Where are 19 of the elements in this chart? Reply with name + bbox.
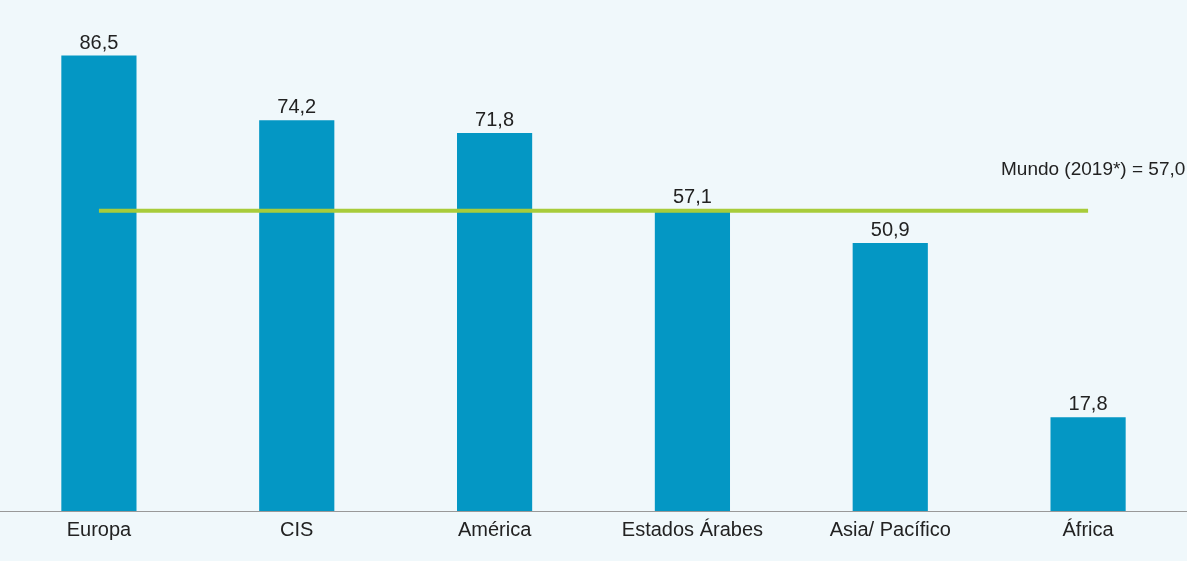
x-tick-label: África: [1062, 518, 1115, 540]
x-tick-label: CIS: [280, 518, 314, 540]
x-tick-label: Estados Árabes: [621, 518, 764, 540]
bar: [1050, 417, 1126, 511]
x-tick-label: Europa: [66, 518, 133, 540]
ref-line-label: Mundo (2019*) = 57,0: [1001, 158, 1186, 179]
bar: [852, 242, 928, 511]
data-label: 74,2: [277, 95, 317, 118]
x-tick-label: América: [457, 518, 533, 540]
bar: [259, 120, 335, 511]
data-label: 71,8: [475, 107, 515, 130]
x-tick-label: Asia/ Pacífico: [829, 518, 951, 540]
data-label: 50,9: [870, 217, 910, 240]
data-label: 17,8: [1068, 392, 1108, 415]
bar: [61, 55, 137, 511]
data-label: 86,5: [79, 30, 119, 53]
data-label: 57,1: [672, 185, 712, 208]
bar: [457, 132, 533, 511]
bar: [654, 210, 731, 511]
